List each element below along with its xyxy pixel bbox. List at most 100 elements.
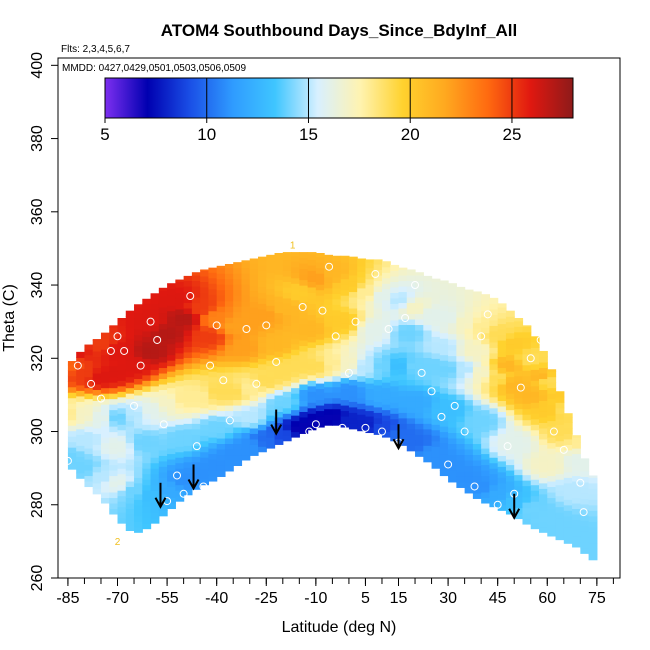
heatmap-cell xyxy=(315,262,325,269)
heatmap-cell xyxy=(158,427,168,434)
heatmap-cell xyxy=(117,490,127,497)
heatmap-cell xyxy=(588,488,598,495)
heatmap-cell xyxy=(456,415,466,423)
heatmap-cell xyxy=(332,326,342,333)
heatmap-cell xyxy=(439,376,449,383)
heatmap-cell xyxy=(266,360,276,367)
heatmap-cell xyxy=(415,412,424,419)
heatmap-cell xyxy=(373,395,383,402)
heatmap-cell xyxy=(142,462,152,469)
heatmap-cell xyxy=(423,401,433,408)
heatmap-cell xyxy=(572,530,581,537)
heatmap-cell xyxy=(274,318,284,325)
heatmap-cell xyxy=(456,459,466,466)
heatmap-cell xyxy=(100,486,110,493)
heatmap-cell xyxy=(448,465,457,472)
heatmap-cell xyxy=(282,435,292,442)
heatmap-cell xyxy=(324,331,333,338)
heatmap-cell xyxy=(291,382,300,389)
colorbar-tick-label: 15 xyxy=(299,125,318,144)
heatmap-cell xyxy=(117,374,127,381)
heatmap-cell xyxy=(191,307,201,315)
heatmap-cell xyxy=(522,441,532,448)
heatmap-cell xyxy=(563,427,573,434)
heatmap-cell xyxy=(158,318,168,325)
heatmap-cell xyxy=(324,282,333,289)
heatmap-cell xyxy=(134,323,143,330)
heatmap-cell xyxy=(208,420,218,427)
heatmap-cell xyxy=(307,341,317,348)
wind-arrows xyxy=(154,409,521,520)
heatmap-cell xyxy=(117,407,127,414)
heatmap-cell xyxy=(208,442,218,449)
heatmap-cell xyxy=(489,325,499,332)
heatmap-cell xyxy=(431,325,441,332)
heatmap-cell xyxy=(109,426,119,433)
heatmap-cell xyxy=(92,361,102,369)
heatmap-cell xyxy=(67,441,77,448)
heatmap-cell xyxy=(398,379,408,386)
heatmap-cell xyxy=(109,448,119,455)
heatmap-cell xyxy=(100,453,110,460)
heatmap-cell xyxy=(117,446,127,453)
heatmap-cell xyxy=(134,427,143,434)
heatmap-cell xyxy=(125,513,135,521)
x-axis: -85 -70 -55 -40 -25 -10 5 15 30 45 60 75 xyxy=(56,578,614,607)
heatmap-cell xyxy=(150,308,160,315)
heatmap-cell xyxy=(125,376,135,383)
heatmap-cell xyxy=(200,435,210,442)
heatmap-cell xyxy=(299,416,309,423)
heatmap-cell xyxy=(274,257,284,264)
heatmap-cell xyxy=(167,365,176,372)
heatmap-cell xyxy=(142,374,152,381)
heatmap-cell xyxy=(315,372,325,379)
heatmap-cell xyxy=(92,383,102,391)
heatmap-cell xyxy=(208,332,218,339)
heatmap-cell xyxy=(315,355,325,362)
heatmap-cell xyxy=(539,400,548,407)
heatmap-cell xyxy=(423,313,433,320)
heatmap-cell xyxy=(200,269,210,271)
heatmap-cell xyxy=(390,292,400,299)
heatmap-cell xyxy=(84,420,94,427)
heatmap-cell xyxy=(241,443,251,450)
heatmap-cell xyxy=(117,413,127,420)
heatmap-cell xyxy=(299,411,309,418)
heatmap-cell xyxy=(134,400,143,407)
heatmap-cell xyxy=(167,502,176,510)
heatmap-cell xyxy=(423,318,433,326)
heatmap-cell xyxy=(241,317,251,324)
heatmap-cell xyxy=(134,477,143,484)
heatmap-cell xyxy=(472,454,482,461)
heatmap-cell xyxy=(324,298,333,305)
observation-point xyxy=(130,401,139,410)
heatmap-cell xyxy=(415,373,424,380)
y-tick-label: 320 xyxy=(29,345,46,372)
heatmap-cell xyxy=(547,369,557,372)
heatmap-cell xyxy=(258,341,267,348)
heatmap-cell xyxy=(84,409,94,416)
heatmap-cell xyxy=(183,406,193,413)
heatmap-cell xyxy=(555,468,565,475)
heatmap-cell xyxy=(208,415,218,422)
heatmap-cell xyxy=(497,427,507,434)
heatmap-cell xyxy=(539,449,548,456)
heatmap-cell xyxy=(505,420,515,427)
heatmap-cell xyxy=(357,348,367,355)
heatmap-cell xyxy=(406,313,416,320)
heatmap-cell xyxy=(324,342,333,349)
heatmap-cell xyxy=(390,407,400,414)
heatmap-cell xyxy=(266,272,276,279)
heatmap-cell xyxy=(191,274,201,282)
heatmap-cell xyxy=(464,421,474,428)
heatmap-cell xyxy=(224,361,234,368)
y-tick-label: 360 xyxy=(29,198,46,225)
heatmap-cell xyxy=(580,514,590,521)
heatmap-cell xyxy=(76,417,86,424)
heatmap-cell xyxy=(158,345,168,352)
heatmap-cell xyxy=(572,480,581,488)
heatmap-cell xyxy=(167,376,176,383)
heatmap-cell xyxy=(588,532,598,539)
heatmap-cell xyxy=(134,471,143,478)
heatmap-cell xyxy=(423,450,433,457)
